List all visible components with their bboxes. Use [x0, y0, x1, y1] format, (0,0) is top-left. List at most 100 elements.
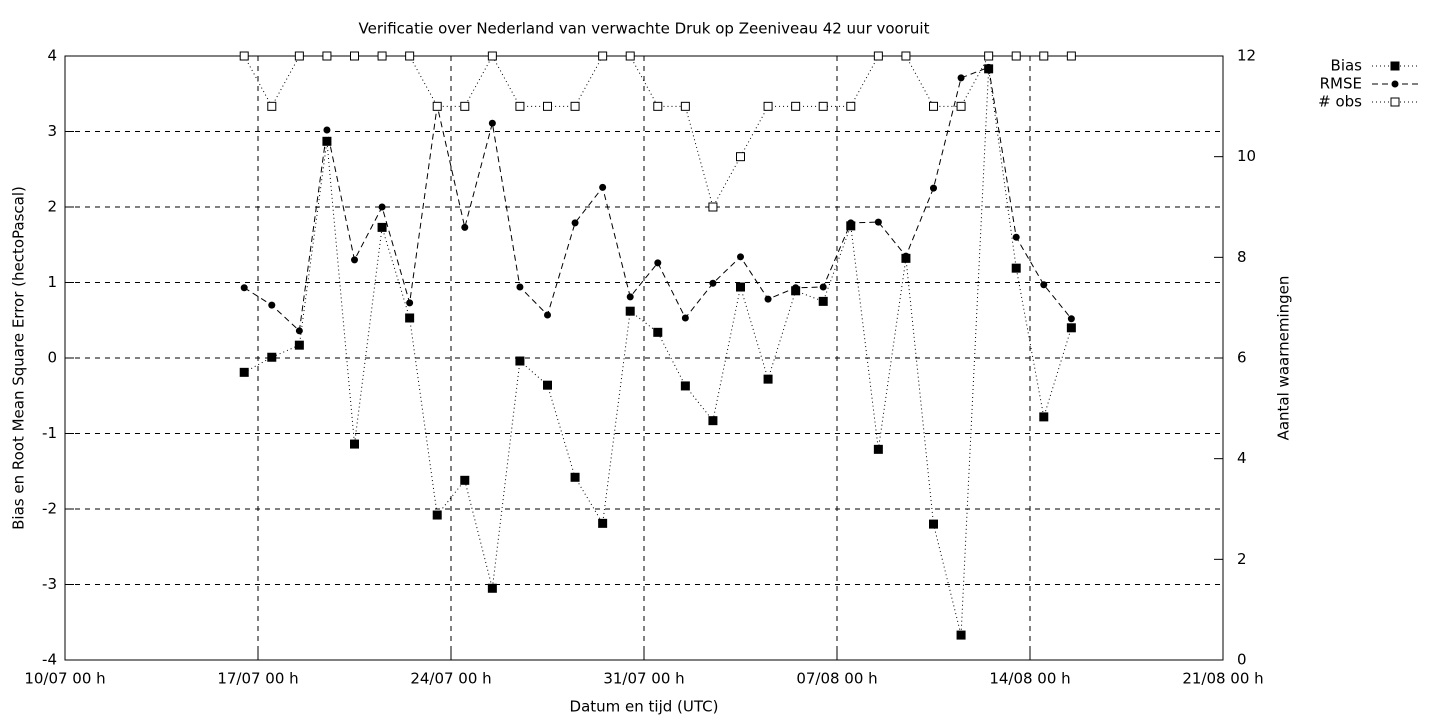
point: [487, 51, 497, 61]
point: [405, 51, 415, 61]
point: [461, 223, 469, 231]
x-axis-label: Datum en tijd (UTC): [570, 698, 719, 716]
point: [351, 256, 358, 264]
y-tick-label: 2: [47, 198, 57, 216]
point: [1066, 51, 1076, 61]
point: [1066, 323, 1076, 333]
point: [294, 340, 304, 350]
point: [680, 101, 690, 111]
point: [1039, 51, 1049, 61]
point: [819, 283, 827, 291]
point: [543, 380, 552, 390]
point: [792, 284, 800, 292]
x-tick-label: 24/07 00 h: [410, 670, 491, 688]
point: [625, 306, 635, 316]
point: [543, 101, 552, 111]
point: [350, 51, 359, 61]
y-tick-label: -3: [42, 575, 57, 593]
point: [322, 51, 332, 61]
point: [653, 327, 663, 337]
x-tick-label: 10/07 00 h: [24, 670, 105, 688]
point: [763, 101, 773, 111]
chart-title: Verificatie over Nederland van verwachte…: [359, 20, 930, 38]
y2-tick-label: 6: [1237, 349, 1247, 367]
y-tick-label: 0: [47, 349, 57, 367]
y-tick-label: 3: [47, 122, 57, 140]
point: [846, 101, 856, 111]
legend-label: RMSE: [1320, 75, 1362, 93]
point: [708, 416, 718, 426]
point: [406, 299, 414, 307]
point: [902, 252, 910, 260]
point: [791, 101, 801, 111]
x-tick-label: 31/07 00 h: [603, 670, 684, 688]
y2-tick-label: 12: [1237, 47, 1256, 65]
point: [598, 518, 608, 528]
point: [570, 101, 580, 111]
point: [1012, 233, 1020, 241]
point: [818, 296, 828, 306]
point: [818, 101, 828, 111]
point: [737, 253, 744, 261]
point: [1067, 315, 1075, 323]
point: [294, 51, 304, 61]
point: [653, 101, 663, 111]
point: [901, 51, 911, 61]
point: [350, 439, 359, 449]
x-tick-label: 14/08 00 h: [989, 670, 1070, 688]
point: [570, 472, 580, 482]
x-tick-label: 21/08 00 h: [1182, 670, 1263, 688]
point: [599, 183, 607, 191]
point: [873, 444, 883, 454]
legend-label: Bias: [1331, 57, 1363, 75]
point: [957, 74, 965, 82]
point: [654, 259, 662, 267]
point: [984, 51, 994, 61]
y-tick-label: -1: [42, 424, 57, 442]
point: [322, 136, 332, 146]
point: [488, 119, 496, 127]
point: [239, 367, 249, 377]
legend-label: # obs: [1318, 93, 1362, 111]
y2-axis-label: Aantal waarnemingen: [1275, 276, 1293, 441]
point: [930, 184, 937, 192]
y2-tick-label: 4: [1237, 449, 1247, 467]
legend-marker: [1390, 97, 1400, 107]
y-tick-label: 4: [47, 47, 57, 65]
point: [515, 356, 525, 366]
point: [625, 51, 635, 61]
point: [929, 519, 938, 529]
point: [571, 219, 579, 227]
legend-marker: [1390, 61, 1400, 71]
point: [432, 101, 442, 111]
point: [267, 101, 277, 111]
point: [1011, 51, 1021, 61]
point: [598, 51, 608, 61]
point: [985, 63, 993, 71]
point: [515, 101, 525, 111]
point: [873, 51, 883, 61]
y-tick-label: 1: [47, 273, 57, 291]
legend-marker: [1391, 80, 1399, 88]
point: [681, 314, 689, 322]
x-tick-label: 07/08 00 h: [796, 670, 877, 688]
y2-tick-label: 10: [1237, 147, 1256, 165]
point: [763, 374, 773, 384]
point: [240, 284, 248, 292]
point: [736, 152, 745, 162]
point: [956, 101, 966, 111]
point: [626, 293, 634, 301]
point: [405, 313, 415, 323]
point: [764, 295, 772, 303]
point: [708, 202, 718, 212]
y-tick-label: -4: [42, 651, 57, 669]
point: [1039, 412, 1049, 422]
series-line: [243, 68, 1072, 636]
point: [929, 101, 938, 111]
point: [295, 327, 303, 335]
point: [432, 510, 442, 520]
point: [1011, 263, 1021, 273]
point: [956, 630, 966, 640]
point: [377, 222, 387, 232]
